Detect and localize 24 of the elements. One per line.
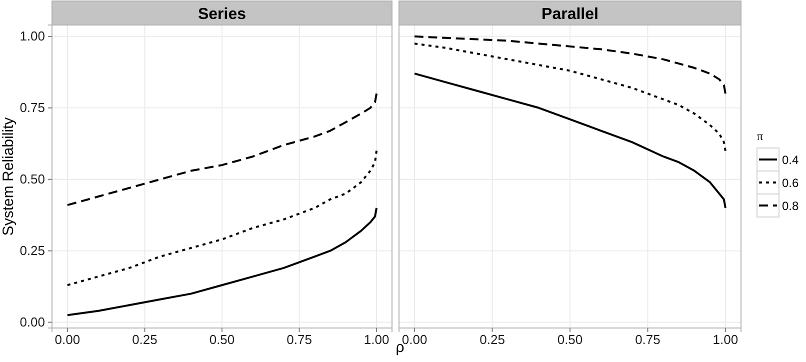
line-series [66, 92, 378, 206]
legend-label: 0.8 [782, 199, 800, 213]
line-series [66, 150, 378, 286]
y-axis-title: System Reliability [0, 116, 17, 236]
x-tick-label: 0.50 [557, 332, 583, 348]
chart-title: Parallel [542, 6, 598, 23]
legend-label: 0.4 [782, 153, 800, 167]
y-tick-label: 1.00 [20, 28, 45, 44]
legend-label: 0.6 [782, 176, 800, 190]
legend-title: π [757, 129, 764, 143]
y-tick-label: 0.75 [20, 100, 45, 116]
x-tick-label: 0.00 [54, 332, 80, 348]
x-tick-label: 1.00 [364, 332, 390, 348]
x-tick-label: 0.75 [286, 332, 312, 348]
x-tick-label: 0.25 [132, 332, 158, 348]
x-tick-label: 0.25 [480, 332, 505, 348]
x-tick-label: 0.50 [209, 332, 235, 348]
chart-title: Series [198, 6, 246, 23]
y-tick-label: 0.50 [20, 172, 45, 187]
x-tick-label: 1.00 [712, 332, 738, 348]
x-tick-label: 0.75 [635, 332, 660, 348]
y-tick-label: 0.25 [20, 242, 45, 258]
line-series [66, 206, 378, 316]
y-tick-label: 0.00 [20, 314, 45, 330]
